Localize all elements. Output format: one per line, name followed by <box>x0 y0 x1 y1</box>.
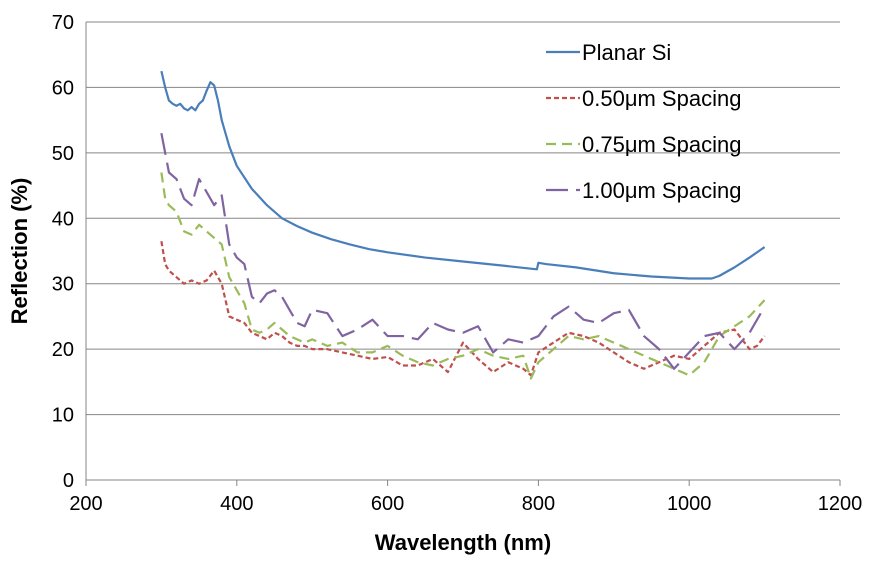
y-axis-title: Reflection (%) <box>7 178 32 325</box>
y-tick-label-40: 40 <box>52 208 74 230</box>
series-line-1 <box>160 70 766 280</box>
y-tick-label-30: 30 <box>52 274 74 296</box>
x-tick-label-200: 200 <box>69 493 102 515</box>
y-tick-label-60: 60 <box>52 77 74 99</box>
series-line-4 <box>160 133 766 370</box>
y-tick-label-20: 20 <box>52 339 74 361</box>
x-axis-title: Wavelength (nm) <box>375 530 551 555</box>
legend-label-3: 0.75μm Spacing <box>582 132 741 157</box>
y-tick-label-10: 10 <box>52 405 74 427</box>
y-tick-label-70: 70 <box>52 12 74 34</box>
series-line-2 <box>160 241 766 377</box>
series-line-3 <box>160 172 766 380</box>
series-lines <box>160 70 766 380</box>
legend-label-4: 1.00μm Spacing <box>582 178 741 203</box>
x-tick-label-1200: 1200 <box>818 493 863 515</box>
y-tick-label-0: 0 <box>63 470 74 492</box>
axes <box>85 22 841 486</box>
legend: Planar Si 0.50μm Spacing 0.75μm Spacing 1.0… <box>546 40 741 203</box>
grid-lines <box>86 21 840 416</box>
legend-label-1: Planar Si <box>582 40 671 65</box>
x-tick-label-600: 600 <box>371 493 404 515</box>
legend-label-2: 0.50μm Spacing <box>582 86 741 111</box>
x-tick-label-800: 800 <box>522 493 555 515</box>
y-tick-label-50: 50 <box>52 143 74 165</box>
x-tick-label-1000: 1000 <box>667 493 712 515</box>
x-tick-labels: 200 400 600 800 1000 1200 <box>69 493 862 515</box>
y-tick-labels: 0 10 20 30 40 50 60 70 <box>52 12 74 492</box>
x-tick-label-400: 400 <box>220 493 253 515</box>
